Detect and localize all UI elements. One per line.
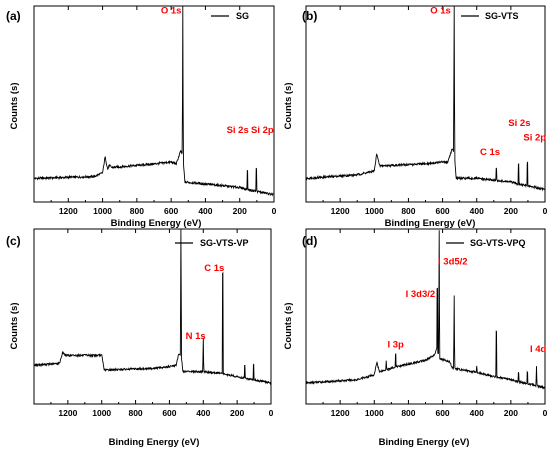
peak-annotation: I 3p <box>387 339 404 350</box>
peak-annotation: Si 2s <box>227 125 249 136</box>
x-tick-label: 400 <box>198 206 212 216</box>
peak-annotation: I 3d3/2 <box>406 289 436 300</box>
peak-annotation: I 3d5/2 <box>438 257 468 268</box>
panel-b-legend: SG-VTS <box>461 11 519 21</box>
peak-annotation: Si 2p <box>251 125 274 136</box>
x-tick-label: 800 <box>130 206 144 216</box>
x-tick-label: 0 <box>543 408 548 418</box>
panel-d-x-axis-title: Binding Energy (eV) <box>379 437 470 448</box>
x-tick-label: 1200 <box>59 206 78 216</box>
plot-frame <box>33 5 275 203</box>
plot-frame <box>305 5 546 203</box>
panel-d-legend-text: SG-VTS-VPQ <box>470 238 526 248</box>
panel-b-y-axis-title: Counts (s) <box>283 83 294 130</box>
spectrum-line <box>305 5 546 192</box>
panel-d-legend: SG-VTS-VPQ <box>446 238 526 248</box>
panel-d-label: (d) <box>302 234 317 248</box>
x-tick-label: 1200 <box>58 408 77 418</box>
panel-c-legend: SG-VTS-VP <box>175 238 249 248</box>
x-tick-label: 800 <box>401 408 415 418</box>
panel-c-legend-text: SG-VTS-VP <box>200 238 249 248</box>
x-tick-label: 1000 <box>365 408 384 418</box>
x-tick-label: 200 <box>504 206 518 216</box>
x-tick-label: 800 <box>401 206 415 216</box>
x-tick-label: 1200 <box>331 408 350 418</box>
peak-annotation: Si 2s <box>508 118 530 129</box>
panel-b-legend-text: SG-VTS <box>485 11 519 21</box>
spectrum-line <box>305 230 546 390</box>
peak-annotation: C 1s <box>204 263 224 274</box>
x-tick-label: 1000 <box>365 206 384 216</box>
x-tick-label: 400 <box>470 408 484 418</box>
plot-frame <box>305 228 546 405</box>
panel-b-x-axis-title: Binding Energy (eV) <box>385 218 476 229</box>
panel-c: (c) SG-VTS-VP Binding Energy (eV) Counts… <box>6 228 274 448</box>
x-tick-label: 200 <box>504 408 518 418</box>
x-tick-label: 0 <box>543 206 548 216</box>
panel-b: (b) SG-VTS Binding Energy (eV) Counts (s… <box>283 5 548 229</box>
x-tick-label: 600 <box>435 206 449 216</box>
spectrum-line <box>33 5 275 197</box>
panel-a-label: (a) <box>6 9 21 23</box>
peak-annotation: N 1s <box>186 331 206 342</box>
x-tick-label: 400 <box>196 408 210 418</box>
panel-a-legend-text: SG <box>236 11 249 21</box>
panel-a-y-axis-title: Counts (s) <box>9 83 20 130</box>
x-tick-label: 600 <box>435 408 449 418</box>
panel-c-label: (c) <box>6 234 21 248</box>
peak-annotation: C 1s <box>480 147 500 158</box>
panel-c-y-axis-title: Counts (s) <box>9 303 20 350</box>
x-tick-label: 1200 <box>331 206 350 216</box>
x-tick-label: 200 <box>233 206 247 216</box>
plot-frame <box>33 228 272 405</box>
x-tick-label: 600 <box>164 206 178 216</box>
x-tick-label: 200 <box>230 408 244 418</box>
peak-annotation: O 1s <box>161 5 182 16</box>
x-tick-label: 0 <box>269 408 274 418</box>
panel-a: (a) SG Binding Energy (eV) Counts (s) 12… <box>6 5 277 229</box>
panel-a-x-axis-title: Binding Energy (eV) <box>111 218 202 229</box>
peak-annotation: Si 2p <box>523 132 546 143</box>
panel-b-label: (b) <box>302 9 317 23</box>
x-tick-label: 0 <box>272 206 277 216</box>
spectrum-line <box>33 228 272 386</box>
x-tick-label: 600 <box>162 408 176 418</box>
panel-d: (d) SG-VTS-VPQ Binding Energy (eV) Count… <box>283 228 548 448</box>
panel-d-y-axis-title: Counts (s) <box>283 303 294 350</box>
x-tick-label: 800 <box>128 408 142 418</box>
peak-annotation: I 4d <box>530 344 547 355</box>
panel-c-x-axis-title: Binding Energy (eV) <box>109 437 200 448</box>
x-tick-label: 1000 <box>92 408 111 418</box>
x-tick-label: 400 <box>470 206 484 216</box>
panel-a-legend: SG <box>211 11 249 21</box>
peak-annotation: O 1s <box>430 5 451 16</box>
x-tick-label: 1000 <box>93 206 112 216</box>
